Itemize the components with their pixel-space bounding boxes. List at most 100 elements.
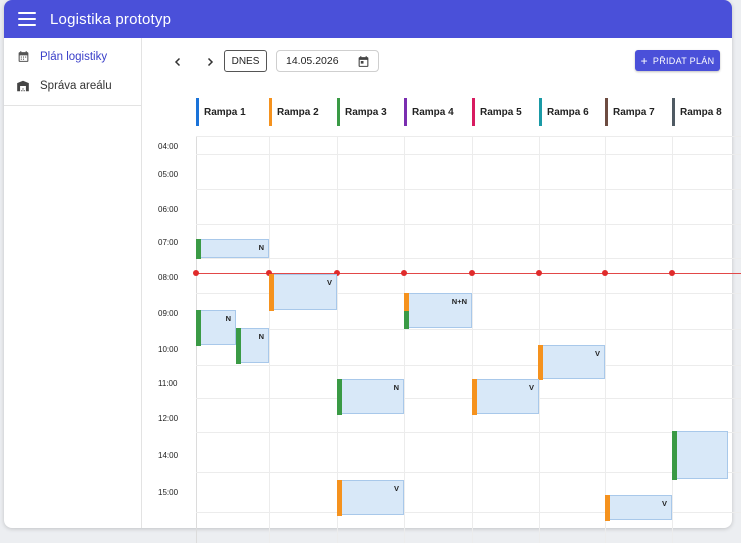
ramp-header-6: Rampa 6 (539, 98, 605, 126)
ramp-header-7: Rampa 7 (605, 98, 672, 126)
now-marker-dot (401, 270, 407, 276)
ramp-color-marker (404, 98, 407, 126)
plan-block-label: N (225, 314, 231, 323)
now-marker-dot (266, 270, 272, 276)
plan-type-stripe (337, 480, 342, 516)
prev-day-button[interactable] (168, 52, 188, 72)
plan-type-stripe (605, 495, 610, 521)
ramp-name: Rampa 4 (412, 106, 454, 118)
plan-block[interactable]: V (538, 345, 605, 380)
time-label: 04:00 (158, 142, 179, 151)
now-marker-dot (536, 270, 542, 276)
plan-block-label: V (326, 278, 332, 287)
now-marker-dot (334, 270, 340, 276)
ramp-color-marker (196, 98, 199, 126)
plan-block[interactable]: N (236, 328, 269, 364)
plan-type-stripe (269, 274, 274, 311)
time-label: 05:00 (158, 170, 179, 179)
plan-block-label: V (393, 484, 399, 493)
warehouse-icon (16, 79, 30, 93)
now-marker-dot (193, 270, 199, 276)
app-bar: Logistika prototyp (4, 0, 732, 38)
now-marker-dot (602, 270, 608, 276)
plan-block[interactable]: V (605, 495, 672, 521)
ramp-header-8: Rampa 8 (672, 98, 732, 126)
ramp-color-marker (672, 98, 675, 126)
next-day-button[interactable] (200, 52, 220, 72)
time-label: 14:00 (158, 451, 179, 460)
chevron-left-icon (174, 57, 181, 67)
plan-type-stripe (196, 239, 201, 259)
ramp-color-marker (539, 98, 542, 126)
ramp-color-marker (605, 98, 608, 126)
now-marker-dot (669, 270, 675, 276)
date-field[interactable]: 14.05.2026 (276, 50, 379, 72)
sidebar-item-plan-logistiky[interactable]: Plán logistiky (4, 42, 141, 71)
plan-type-stripe (404, 310, 409, 329)
time-label: 08:00 (158, 273, 179, 282)
plan-block[interactable]: N (337, 379, 404, 415)
ramp-color-marker (337, 98, 340, 126)
chevron-right-icon (207, 57, 214, 67)
now-marker-dot (469, 270, 475, 276)
ramp-name: Rampa 1 (204, 106, 246, 118)
now-line (196, 273, 741, 274)
plan-type-stripe (404, 293, 409, 311)
time-label: 15:00 (158, 488, 179, 497)
plan-block[interactable] (672, 431, 728, 480)
plan-type-stripe (672, 431, 677, 480)
plan-type-stripe (196, 310, 201, 346)
plan-type-stripe (472, 379, 477, 415)
calendar-icon (16, 50, 30, 64)
plan-block[interactable]: V (337, 480, 404, 516)
plan-block-label: N (393, 383, 399, 392)
ramp-color-marker (472, 98, 475, 126)
plan-block-label: N (258, 332, 264, 341)
plan-block[interactable]: N (196, 239, 269, 259)
calendar-picker-icon[interactable] (357, 55, 370, 68)
ramp-name: Rampa 7 (613, 106, 655, 118)
plan-type-stripe (236, 328, 241, 364)
plus-icon: + (640, 53, 648, 68)
app-window: Logistika prototyp Plán logistiky Správa… (4, 0, 732, 528)
ramp-header-row: Rampa 1 Rampa 2 Rampa 3 Rampa 4 Rampa 5 Rampa… (0, 98, 741, 126)
sidebar-item-label: Plán logistiky (40, 50, 108, 63)
today-button[interactable]: DNES (224, 50, 267, 72)
time-label: 10:00 (158, 345, 179, 354)
time-label: 07:00 (158, 238, 179, 247)
plan-block-label: V (661, 499, 667, 508)
ramp-name: Rampa 8 (680, 106, 722, 118)
add-plan-label: PŘIDAT PLÁN (652, 55, 715, 66)
ramp-header-1: Rampa 1 (196, 98, 269, 126)
plan-block-label: V (528, 383, 534, 392)
plan-block-label: V (594, 349, 600, 358)
menu-icon[interactable] (18, 12, 36, 26)
sidebar-item-sprava-arealu[interactable]: Správa areálu (4, 71, 141, 100)
plan-block[interactable]: N (196, 310, 236, 346)
date-value: 14.05.2026 (286, 55, 339, 67)
time-label: 06:00 (158, 205, 179, 214)
toolbar: DNES 14.05.2026 + PŘIDAT PLÁN (142, 38, 732, 86)
sidebar-divider (4, 105, 141, 106)
time-label: 12:00 (158, 414, 179, 423)
add-plan-button[interactable]: + PŘIDAT PLÁN (635, 50, 720, 71)
sidebar-item-label: Správa areálu (40, 79, 112, 92)
plan-block[interactable]: V (472, 379, 539, 415)
ramp-name: Rampa 6 (547, 106, 589, 118)
ramp-header-4: Rampa 4 (404, 98, 472, 126)
ramp-header-2: Rampa 2 (269, 98, 337, 126)
ramp-header-5: Rampa 5 (472, 98, 539, 126)
ramp-name: Rampa 2 (277, 106, 319, 118)
plan-block[interactable]: N+N (404, 293, 472, 329)
ramp-name: Rampa 3 (345, 106, 387, 118)
ramp-name: Rampa 5 (480, 106, 522, 118)
ramp-header-3: Rampa 3 (337, 98, 404, 126)
ramp-color-marker (269, 98, 272, 126)
time-label: 09:00 (158, 309, 179, 318)
plan-type-stripe (538, 345, 543, 380)
time-label: 11:00 (158, 379, 178, 388)
app-title: Logistika prototyp (50, 10, 172, 28)
plan-block-label: N+N (451, 297, 467, 306)
sidebar: Plán logistiky Správa areálu (4, 38, 142, 528)
plan-block[interactable]: V (269, 274, 337, 311)
